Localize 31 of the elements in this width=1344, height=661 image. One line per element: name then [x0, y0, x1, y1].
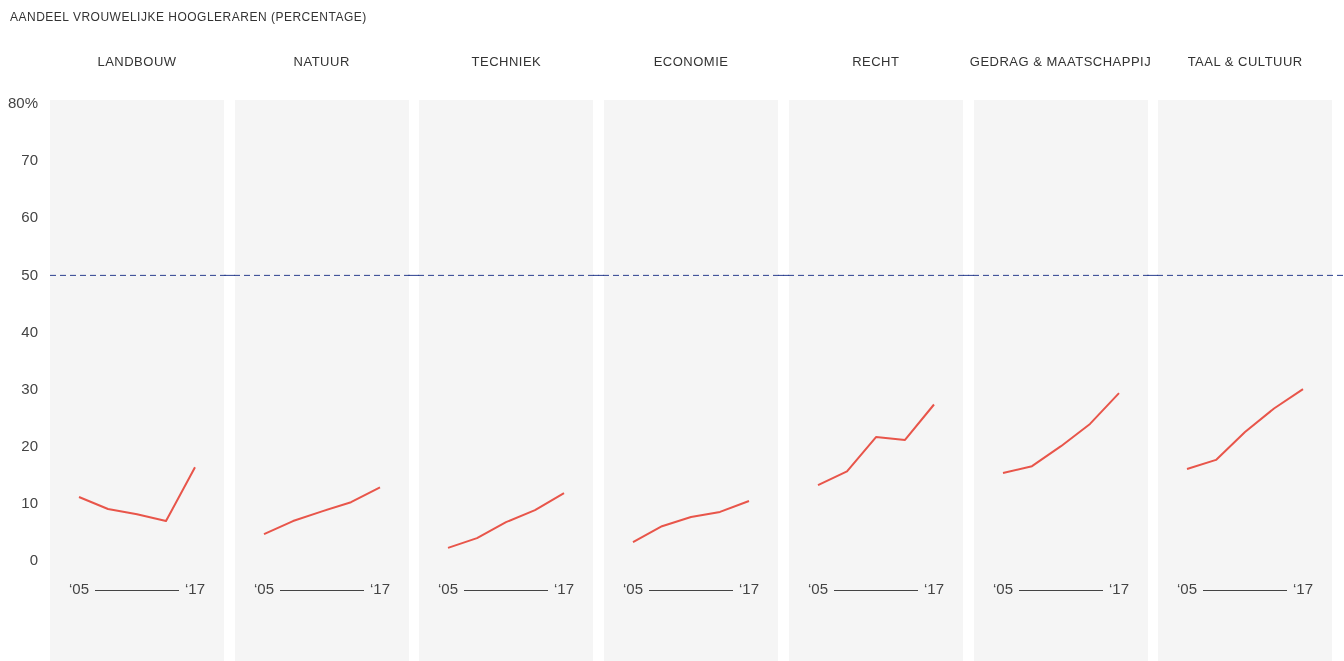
y-tick-label: 70	[21, 151, 38, 169]
chart-title: LANDBOUW	[96, 54, 178, 69]
chart-title: TECHNIEK	[470, 54, 543, 69]
chart-title: TAAL & CULTUUR	[1187, 54, 1303, 69]
x-tick-label: ‘17	[369, 580, 390, 598]
x-tick-label: ‘05	[623, 580, 644, 598]
chart-title: GEDRAG & MAATSCHAPPIJ	[968, 54, 1153, 69]
x-tick-label: ‘05	[992, 580, 1013, 598]
x-tick-label: ‘17	[1293, 580, 1314, 598]
x-tick-label: ‘05	[807, 580, 828, 598]
y-tick-label: 20	[21, 436, 38, 454]
y-tick-label: 30	[21, 379, 38, 397]
chart-title: NATUUR	[292, 54, 351, 69]
x-tick-label: ‘05	[253, 580, 274, 598]
y-tick-label: 80%	[7, 94, 38, 112]
x-tick-label: ‘17	[739, 580, 760, 598]
x-tick-label: ‘17	[184, 580, 206, 598]
x-tick-label: ‘17	[923, 580, 944, 598]
y-tick-label: 0	[29, 551, 38, 569]
x-tick-label: ‘05	[68, 580, 90, 598]
y-tick-label: 60	[21, 208, 38, 226]
chart-title: RECHT	[852, 54, 900, 69]
y-tick-label: 50	[21, 265, 38, 283]
x-tick-label: ‘05	[438, 580, 459, 598]
x-tick-label: ‘05	[1177, 580, 1198, 598]
y-axis-title: AANDEEL VROUWELIJKE HOOGLERAREN (PERCENTAGE)	[10, 10, 367, 24]
y-tick-label: 40	[21, 322, 38, 340]
y-tick-label: 10	[21, 494, 38, 512]
x-tick-label: ‘17	[1108, 580, 1129, 598]
x-tick-label: ‘17	[554, 580, 575, 598]
chart-title: ECONOMIE	[652, 54, 730, 69]
